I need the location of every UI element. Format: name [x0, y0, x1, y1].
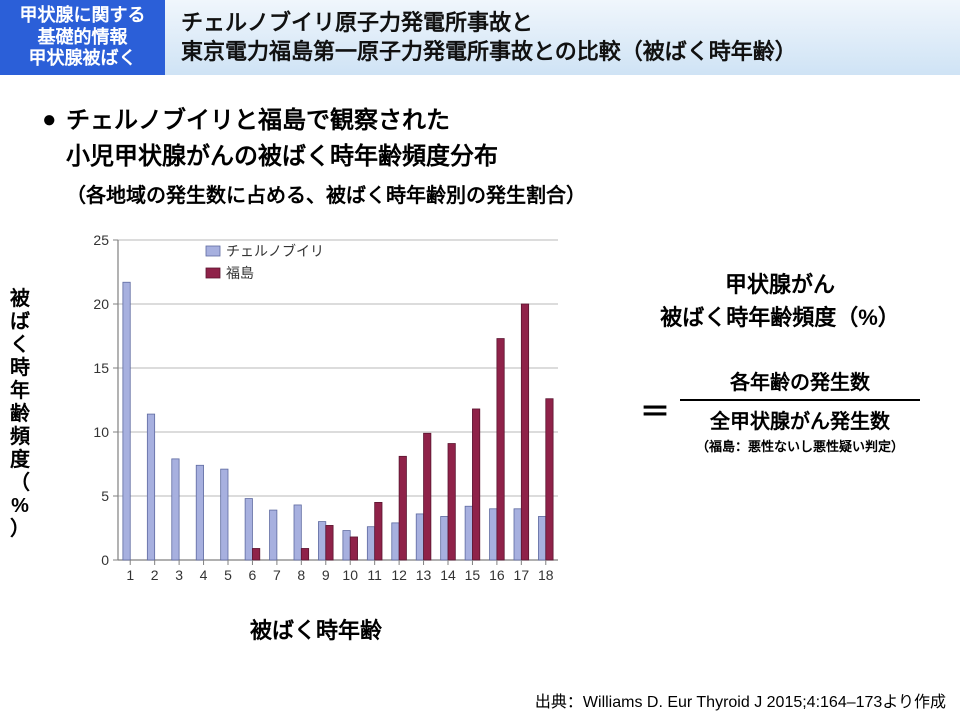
formula-block: 甲状腺がん 被ばく時年齢頻度（%） ＝ 各年齢の発生数 全甲状腺がん発生数 （福… — [610, 268, 950, 455]
svg-text:10: 10 — [342, 567, 358, 583]
title-line-1: チェルノブイリ原子力発電所事故と — [181, 9, 944, 38]
fraction-denominator-sub: （福島：悪性ないし悪性疑い判定） — [696, 436, 904, 455]
source-citation: 出典：Williams D. Eur Thyroid J 2015;4:164–… — [535, 688, 946, 712]
badge-line-1: 甲状腺に関する — [20, 5, 146, 27]
fraction-denominator: 全甲状腺がん発生数 — [698, 401, 902, 434]
bullet-line-2: 小児甲状腺がんの被ばく時年齢頻度分布 — [66, 139, 498, 175]
bar-chart: 0510152025123456789101112131415161718チェル… — [56, 228, 576, 608]
svg-text:18: 18 — [538, 567, 554, 583]
svg-text:6: 6 — [249, 567, 257, 583]
formula-title-2: 被ばく時年齢頻度（%） — [610, 301, 950, 334]
svg-text:0: 0 — [101, 552, 109, 568]
svg-text:5: 5 — [101, 488, 109, 504]
bullet-marker: ● — [42, 103, 66, 175]
svg-text:25: 25 — [93, 232, 109, 248]
fraction: 各年齢の発生数 全甲状腺がん発生数 （福島：悪性ないし悪性疑い判定） — [680, 362, 920, 455]
header-title: チェルノブイリ原子力発電所事故と 東京電力福島第一原子力発電所事故との比較（被ば… — [165, 0, 960, 75]
bullet-line-1: チェルノブイリと福島で観察された — [66, 103, 498, 139]
svg-text:5: 5 — [224, 567, 232, 583]
svg-text:8: 8 — [297, 567, 305, 583]
x-axis-label: 被ばく時年齢 — [56, 613, 576, 645]
badge-line-2: 基礎的情報 — [38, 27, 128, 49]
svg-text:3: 3 — [175, 567, 183, 583]
header-badge: 甲状腺に関する 基礎的情報 甲状腺被ばく — [0, 0, 165, 75]
svg-text:20: 20 — [93, 296, 109, 312]
svg-text:15: 15 — [465, 567, 481, 583]
svg-text:9: 9 — [322, 567, 330, 583]
bullet-sub: （各地域の発生数に占める、被ばく時年齢別の発生割合） — [66, 179, 960, 208]
svg-text:チェルノブイリ: チェルノブイリ — [226, 243, 324, 259]
svg-text:12: 12 — [391, 567, 407, 583]
equals-sign: ＝ — [640, 387, 670, 431]
svg-text:15: 15 — [93, 360, 109, 376]
fraction-numerator: 各年齢の発生数 — [718, 362, 882, 399]
header: 甲状腺に関する 基礎的情報 甲状腺被ばく チェルノブイリ原子力発電所事故と 東京… — [0, 0, 960, 75]
formula-title-1: 甲状腺がん — [610, 268, 950, 301]
svg-text:13: 13 — [416, 567, 432, 583]
svg-text:14: 14 — [440, 567, 456, 583]
svg-text:福島: 福島 — [226, 265, 254, 281]
svg-text:7: 7 — [273, 567, 281, 583]
svg-text:16: 16 — [489, 567, 505, 583]
svg-text:4: 4 — [200, 567, 208, 583]
svg-text:17: 17 — [514, 567, 530, 583]
svg-text:2: 2 — [151, 567, 159, 583]
bullet-block: ● チェルノブイリと福島で観察された 小児甲状腺がんの被ばく時年齢頻度分布 （各… — [42, 103, 960, 208]
badge-line-3: 甲状腺被ばく — [29, 48, 137, 70]
y-axis-label: 被ばく時年齢頻度（%） — [6, 288, 34, 541]
title-line-2: 東京電力福島第一原子力発電所事故との比較（被ばく時年齢） — [181, 38, 944, 67]
svg-text:1: 1 — [126, 567, 134, 583]
svg-text:11: 11 — [367, 567, 382, 583]
svg-text:10: 10 — [93, 424, 109, 440]
